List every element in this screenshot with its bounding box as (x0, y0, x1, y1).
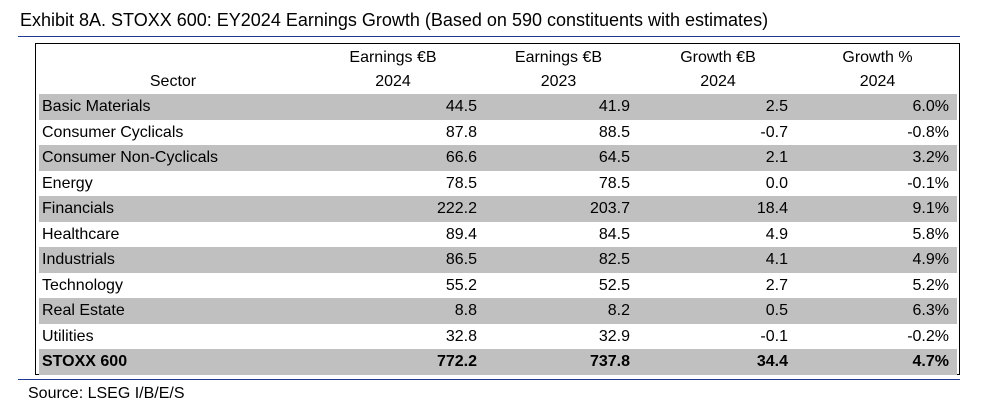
table-header-row: Sector Earnings €B 2024 Earnings €B 2023… (39, 44, 957, 94)
sector-cell: Financials (39, 196, 307, 222)
table-row: Consumer Non-Cyclicals 66.6 64.5 2.1 3.2% (39, 145, 957, 171)
earnings-2024-cell: 86.5 (307, 247, 479, 273)
earnings-2024-cell: 55.2 (445, 276, 477, 294)
earnings-2023-cell: 32.9 (598, 327, 630, 345)
growth-eur-cell: 2.1 (638, 145, 798, 171)
table-row: Financials 222.2 203.7 18.4 9.1% (39, 196, 957, 222)
table-body: Basic Materials 44.5 41.9 2.5 6.0% Consumer C… (39, 94, 957, 375)
growth-pct-cell: 6.3% (798, 298, 957, 324)
growth-pct-cell: 3.2% (798, 145, 957, 171)
earnings-2024-cell: 8.8 (307, 298, 479, 324)
exhibit-title: Exhibit 8A. STOXX 600: EY2024 Earnings G… (20, 10, 769, 30)
sector-cell: Energy (42, 174, 93, 192)
earnings-2023-cell: 88.5 (598, 123, 630, 141)
earnings-2024-cell: 87.8 (445, 123, 477, 141)
earnings-2023-cell: 82.5 (479, 247, 638, 273)
sector-cell: Healthcare (42, 225, 120, 243)
growth-pct-cell: 9.1% (798, 196, 957, 222)
growth-eur-cell: 2.7 (765, 276, 788, 294)
table-row: Basic Materials 44.5 41.9 2.5 6.0% (39, 94, 957, 120)
sector-cell: Technology (42, 276, 123, 294)
column-header-line1: Growth % (842, 49, 913, 66)
sector-cell: Real Estate (39, 298, 307, 324)
growth-pct-cell: 6.0% (798, 94, 957, 120)
growth-eur-cell: 0.0 (765, 174, 788, 192)
sector-cell: Utilities (42, 327, 94, 345)
column-header-line2: 2024 (700, 73, 736, 90)
table-row: Energy 78.5 78.5 0.0 -0.1% (39, 171, 957, 197)
column-header-line2: 2024 (859, 73, 896, 90)
column-header-earnings-2024: Earnings €B 2024 (307, 44, 479, 94)
earnings-2024-cell: 222.2 (307, 196, 479, 222)
growth-eur-cell: 34.4 (638, 349, 798, 375)
sector-cell: STOXX 600 (39, 349, 307, 375)
growth-pct-cell: 4.9% (798, 247, 957, 273)
table-row: Utilities 32.8 32.9 -0.1 -0.2% (39, 324, 957, 350)
sector-cell: Basic Materials (39, 94, 307, 120)
column-header-earnings-2023: Earnings €B 2023 (479, 44, 638, 94)
earnings-growth-table: Sector Earnings €B 2024 Earnings €B 2023… (39, 44, 957, 375)
earnings-2023-cell: 8.2 (479, 298, 638, 324)
earnings-2023-cell: 84.5 (598, 225, 630, 243)
table-row: Technology 55.2 52.5 2.7 5.2% (39, 273, 957, 299)
growth-pct-cell: 5.2% (912, 276, 949, 294)
growth-eur-cell: -0.1 (760, 327, 788, 345)
earnings-2024-cell: 89.4 (445, 225, 477, 243)
earnings-2023-cell: 203.7 (479, 196, 638, 222)
growth-pct-cell: -0.8% (907, 123, 949, 141)
earnings-2023-cell: 737.8 (479, 349, 638, 375)
table-row: Healthcare 89.4 84.5 4.9 5.8% (39, 222, 957, 248)
earnings-2024-cell: 772.2 (307, 349, 479, 375)
sector-cell: Industrials (39, 247, 307, 273)
source-divider (18, 379, 960, 380)
growth-eur-cell: 4.1 (638, 247, 798, 273)
growth-eur-cell: 2.5 (638, 94, 798, 120)
column-header-line1: Growth €B (680, 49, 756, 66)
earnings-2023-cell: 52.5 (598, 276, 630, 294)
earnings-2024-cell: 32.8 (445, 327, 477, 345)
table-row: Real Estate 8.8 8.2 0.5 6.3% (39, 298, 957, 324)
growth-eur-cell: -0.7 (760, 123, 788, 141)
growth-eur-cell: 18.4 (638, 196, 798, 222)
growth-eur-cell: 4.9 (765, 225, 788, 243)
growth-eur-cell: 0.5 (638, 298, 798, 324)
earnings-2023-cell: 64.5 (479, 145, 638, 171)
column-header-line1 (39, 46, 307, 70)
source-note: Source: LSEG I/B/E/S (28, 385, 185, 402)
sector-cell: Consumer Cyclicals (42, 123, 184, 141)
growth-pct-cell: -0.2% (907, 327, 949, 345)
column-header-line1: Earnings €B (349, 49, 437, 66)
column-header-sector: Sector (39, 44, 307, 94)
table-row: Consumer Cyclicals 87.8 88.5 -0.7 -0.8% (39, 120, 957, 146)
earnings-2024-cell: 66.6 (307, 145, 479, 171)
column-header-line2: Sector (149, 73, 197, 90)
column-header-line2: 2023 (540, 73, 577, 90)
growth-pct-cell: 4.7% (798, 349, 957, 375)
table-row: Industrials 86.5 82.5 4.1 4.9% (39, 247, 957, 273)
earnings-2023-cell: 41.9 (479, 94, 638, 120)
title-divider (18, 36, 960, 37)
column-header-line2: 2024 (375, 73, 411, 90)
column-header-line1: Earnings €B (514, 49, 603, 66)
column-header-growth-pct: Growth % 2024 (798, 44, 957, 94)
earnings-2024-cell: 78.5 (445, 174, 477, 192)
sector-cell: Consumer Non-Cyclicals (39, 145, 307, 171)
earnings-table-frame: Sector Earnings €B 2024 Earnings €B 2023… (35, 43, 960, 375)
table-total-row: STOXX 600 772.2 737.8 34.4 4.7% (39, 349, 957, 375)
earnings-2024-cell: 44.5 (307, 94, 479, 120)
earnings-2023-cell: 78.5 (598, 174, 630, 192)
growth-pct-cell: -0.1% (907, 174, 949, 192)
column-header-growth-eur: Growth €B 2024 (638, 44, 798, 94)
growth-pct-cell: 5.8% (912, 225, 949, 243)
